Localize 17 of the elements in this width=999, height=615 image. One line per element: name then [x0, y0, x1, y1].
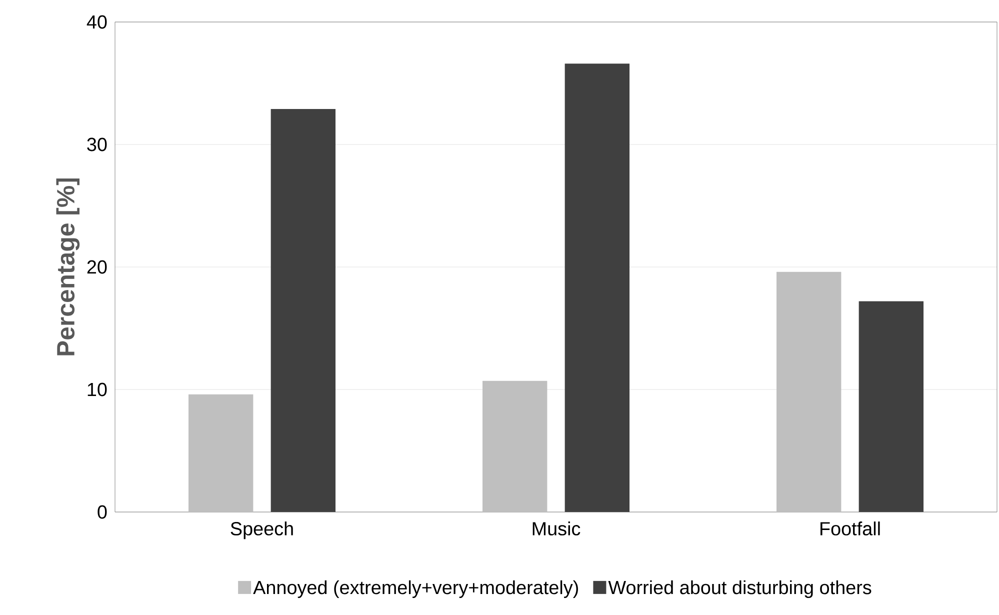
y-tick-label: 0 — [98, 505, 107, 519]
y-tick-label: 30 — [87, 138, 107, 152]
bar — [482, 380, 548, 512]
bar — [564, 64, 630, 512]
x-tick-label: Speech — [230, 522, 293, 540]
y-tick-label: 20 — [87, 260, 107, 274]
x-tick-label: Footfall — [820, 522, 880, 536]
x-tick-label: Music — [532, 522, 580, 536]
bar — [858, 301, 924, 512]
legend-label: Worried about disturbing others — [608, 580, 872, 598]
y-tick-label: 40 — [86, 15, 107, 29]
y-tick-label: 10 — [88, 382, 107, 396]
bar — [270, 108, 336, 512]
bar — [776, 272, 842, 512]
bar — [188, 394, 254, 512]
y-axis-title: Percentage [%] — [56, 178, 80, 356]
legend-label: Annoyed (extremely+very+moderately) — [253, 580, 578, 598]
